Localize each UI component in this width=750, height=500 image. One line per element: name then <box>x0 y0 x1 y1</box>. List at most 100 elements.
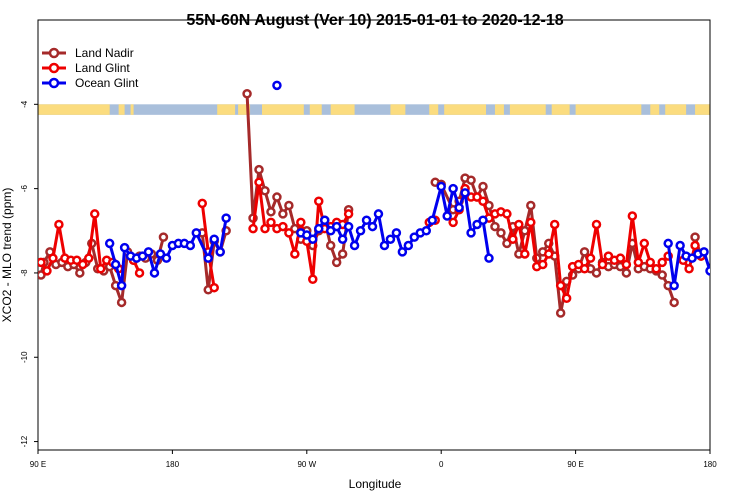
land-segment <box>665 104 687 115</box>
data-point <box>84 253 94 263</box>
data-point <box>308 234 318 244</box>
data-point <box>627 211 638 221</box>
land-segment <box>575 104 642 115</box>
data-point <box>585 253 596 263</box>
data-point <box>284 200 294 211</box>
data-point <box>403 240 414 251</box>
data-point <box>254 177 264 188</box>
data-point <box>284 228 294 238</box>
data-point <box>308 274 318 285</box>
data-point <box>669 297 679 308</box>
land-segment <box>390 104 406 115</box>
data-point <box>520 249 530 259</box>
data-point <box>690 232 700 242</box>
data-point <box>343 209 354 219</box>
x-axis-label: Longitude <box>349 477 402 491</box>
data-point <box>508 234 518 244</box>
legend-label: Land Glint <box>75 61 130 75</box>
data-point <box>209 282 219 293</box>
data-point <box>436 181 446 192</box>
data-point <box>134 268 145 278</box>
x-tick-label: 0 <box>439 460 444 469</box>
data-point <box>155 249 166 259</box>
data-point <box>104 238 115 249</box>
data-point <box>242 89 252 99</box>
legend-label: Land Nadir <box>75 46 134 60</box>
series-ocean-glint <box>104 80 719 291</box>
data-point <box>657 257 667 268</box>
data-point <box>690 240 700 251</box>
data-point <box>579 263 590 274</box>
data-point <box>409 232 420 242</box>
data-point <box>514 219 524 230</box>
data-point <box>537 259 548 270</box>
data-point <box>478 196 488 207</box>
land-segment <box>650 104 660 115</box>
data-point <box>343 221 354 232</box>
series-land-nadir <box>38 89 706 318</box>
data-point <box>42 266 52 276</box>
data-point <box>337 249 348 259</box>
ocean-strip <box>38 104 710 115</box>
data-point <box>266 207 276 217</box>
x-tick-label: 90 W <box>297 460 316 469</box>
data-point <box>272 80 282 91</box>
data-point <box>158 232 169 242</box>
data-point <box>48 253 58 263</box>
y-tick-label: -12 <box>20 435 29 447</box>
data-point <box>543 249 554 259</box>
y-tick-label: -6 <box>20 185 29 193</box>
data-point <box>712 250 719 257</box>
data-point <box>621 259 632 270</box>
data-point <box>448 183 458 194</box>
data-point <box>116 297 127 308</box>
data-point <box>278 209 288 219</box>
legend-label: Ocean Glint <box>75 76 139 90</box>
data-point <box>355 226 366 236</box>
data-point <box>478 181 488 192</box>
data-point <box>367 221 378 232</box>
data-point <box>161 253 172 263</box>
data-point <box>684 263 694 274</box>
data-point <box>633 257 644 268</box>
data-point <box>290 249 300 259</box>
data-point <box>591 219 602 230</box>
land-segment <box>330 104 355 115</box>
data-point <box>490 221 500 232</box>
land-segment <box>429 104 439 115</box>
data-point <box>472 219 482 230</box>
data-point <box>555 308 566 318</box>
data-point <box>143 247 154 257</box>
data-point <box>526 200 536 211</box>
series-land-glint <box>38 177 706 303</box>
data-point <box>89 209 100 219</box>
data-point <box>669 280 679 291</box>
x-tick-label: 180 <box>166 460 180 469</box>
land-segment <box>238 104 251 115</box>
data-point <box>313 196 324 207</box>
data-point <box>137 251 148 261</box>
data-point <box>579 247 590 257</box>
data-point <box>385 234 396 244</box>
data-point <box>72 255 82 266</box>
data-point <box>331 257 342 268</box>
data-point <box>591 268 602 278</box>
data-point <box>573 259 584 270</box>
y-axis: -4 -6 -8 -10 -12 <box>20 100 38 447</box>
legend-item: Land Nadir <box>42 46 134 60</box>
data-point <box>215 247 225 257</box>
x-tick-label: 180 <box>703 460 717 469</box>
legend-marker <box>48 62 60 74</box>
data-point <box>203 253 213 263</box>
data-point <box>221 213 231 223</box>
y-tick-label: -8 <box>20 269 29 277</box>
land-segment <box>217 104 236 115</box>
data-point <box>526 217 536 228</box>
data-point <box>248 223 258 234</box>
land-segment <box>695 104 710 115</box>
data-point <box>272 192 282 202</box>
land-segment <box>130 104 134 115</box>
data-point <box>391 228 402 238</box>
land-ocean-band <box>38 104 710 115</box>
